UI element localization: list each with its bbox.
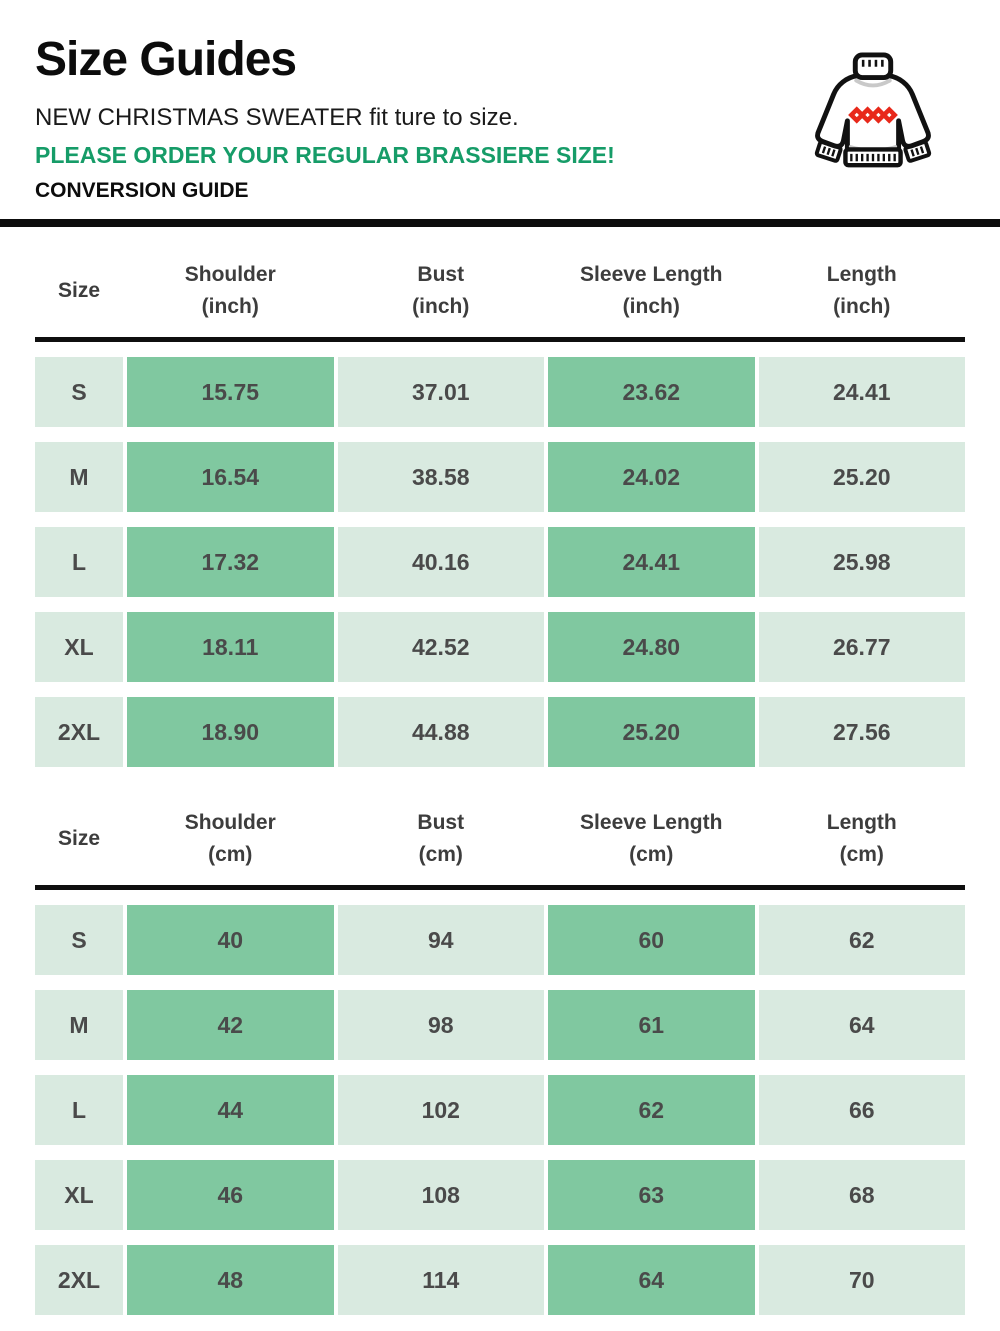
col-header-shoulder: Shoulder (cm) bbox=[127, 807, 334, 870]
value-cell: 25.20 bbox=[758, 442, 965, 512]
value-cell: 24.41 bbox=[758, 357, 965, 427]
size-cell: S bbox=[35, 905, 123, 975]
value-cell: 114 bbox=[337, 1245, 544, 1315]
header-divider bbox=[0, 219, 1000, 227]
value-cell: 102 bbox=[337, 1075, 544, 1145]
unit-label: (inch) bbox=[622, 294, 680, 318]
col-header-sleeve-length: Sleeve Length (cm) bbox=[548, 807, 755, 870]
value-cell: 66 bbox=[758, 1075, 965, 1145]
value-cell: 23.62 bbox=[548, 357, 755, 427]
col-header-shoulder: Shoulder (inch) bbox=[127, 259, 334, 322]
size-cell: L bbox=[35, 1075, 123, 1145]
table-header-rule bbox=[35, 885, 965, 890]
size-cell: L bbox=[35, 527, 123, 597]
col-header-length: Length (cm) bbox=[759, 807, 966, 870]
value-cell: 24.41 bbox=[548, 527, 755, 597]
value-cell: 17.32 bbox=[127, 527, 334, 597]
size-cell: M bbox=[35, 990, 123, 1060]
value-cell: 26.77 bbox=[758, 612, 965, 682]
table-header-rule bbox=[35, 337, 965, 342]
unit-label: (inch) bbox=[833, 294, 891, 318]
size-cell: S bbox=[35, 357, 123, 427]
unit-label: (inch) bbox=[412, 294, 470, 318]
value-cell: 24.80 bbox=[548, 612, 755, 682]
value-cell: 64 bbox=[758, 990, 965, 1060]
col-header-bust: Bust (cm) bbox=[338, 807, 545, 870]
value-cell: 25.20 bbox=[548, 697, 755, 767]
value-cell: 48 bbox=[127, 1245, 334, 1315]
col-header-sleeve-length: Sleeve Length (inch) bbox=[548, 259, 755, 322]
value-cell: 108 bbox=[337, 1160, 544, 1230]
value-cell: 40 bbox=[127, 905, 334, 975]
value-cell: 16.54 bbox=[127, 442, 334, 512]
value-cell: 44.88 bbox=[337, 697, 544, 767]
conversion-guide-label: CONVERSION GUIDE bbox=[35, 179, 249, 202]
unit-label: (cm) bbox=[629, 842, 674, 866]
christmas-sweater-icon bbox=[814, 52, 932, 168]
value-cell: 37.01 bbox=[337, 357, 544, 427]
value-cell: 25.98 bbox=[758, 527, 965, 597]
fit-note: NEW CHRISTMAS SWEATER fit ture to size. bbox=[35, 104, 519, 131]
size-cell: XL bbox=[35, 612, 123, 682]
col-header-size: Size bbox=[57, 826, 101, 850]
value-cell: 24.02 bbox=[548, 442, 755, 512]
col-header-length: Length (inch) bbox=[759, 259, 966, 322]
page-title: Size Guides bbox=[35, 33, 297, 86]
unit-label: (cm) bbox=[839, 842, 884, 866]
value-cell: 60 bbox=[548, 905, 755, 975]
value-cell: 64 bbox=[548, 1245, 755, 1315]
value-cell: 15.75 bbox=[127, 357, 334, 427]
col-header-size: Size bbox=[57, 278, 101, 302]
col-header-bust: Bust (inch) bbox=[338, 259, 545, 322]
value-cell: 38.58 bbox=[337, 442, 544, 512]
unit-label: (cm) bbox=[208, 842, 253, 866]
value-cell: 70 bbox=[758, 1245, 965, 1315]
size-cell: XL bbox=[35, 1160, 123, 1230]
value-cell: 46 bbox=[127, 1160, 334, 1230]
value-cell: 68 bbox=[758, 1160, 965, 1230]
value-cell: 40.16 bbox=[337, 527, 544, 597]
unit-label: (cm) bbox=[418, 842, 463, 866]
size-cell: M bbox=[35, 442, 123, 512]
page-header: Size Guides NEW CHRISTMAS SWEATER fit tu… bbox=[0, 0, 1000, 203]
value-cell: 42 bbox=[127, 990, 334, 1060]
size-table-inch: Size Shoulder (inch) Bust (inch) Sleeve … bbox=[35, 259, 965, 767]
size-cell: 2XL bbox=[35, 1245, 123, 1315]
value-cell: 44 bbox=[127, 1075, 334, 1145]
size-table-cm: Size Shoulder (cm) Bust (cm) Sleeve Leng… bbox=[35, 807, 965, 1315]
value-cell: 42.52 bbox=[337, 612, 544, 682]
value-cell: 63 bbox=[548, 1160, 755, 1230]
value-cell: 62 bbox=[548, 1075, 755, 1145]
value-cell: 27.56 bbox=[758, 697, 965, 767]
value-cell: 94 bbox=[337, 905, 544, 975]
value-cell: 62 bbox=[758, 905, 965, 975]
value-cell: 98 bbox=[337, 990, 544, 1060]
size-cell: 2XL bbox=[35, 697, 123, 767]
value-cell: 61 bbox=[548, 990, 755, 1060]
unit-label: (inch) bbox=[201, 294, 259, 318]
value-cell: 18.11 bbox=[127, 612, 334, 682]
value-cell: 18.90 bbox=[127, 697, 334, 767]
order-note: PLEASE ORDER YOUR REGULAR BRASSIERE SIZE… bbox=[35, 142, 615, 168]
